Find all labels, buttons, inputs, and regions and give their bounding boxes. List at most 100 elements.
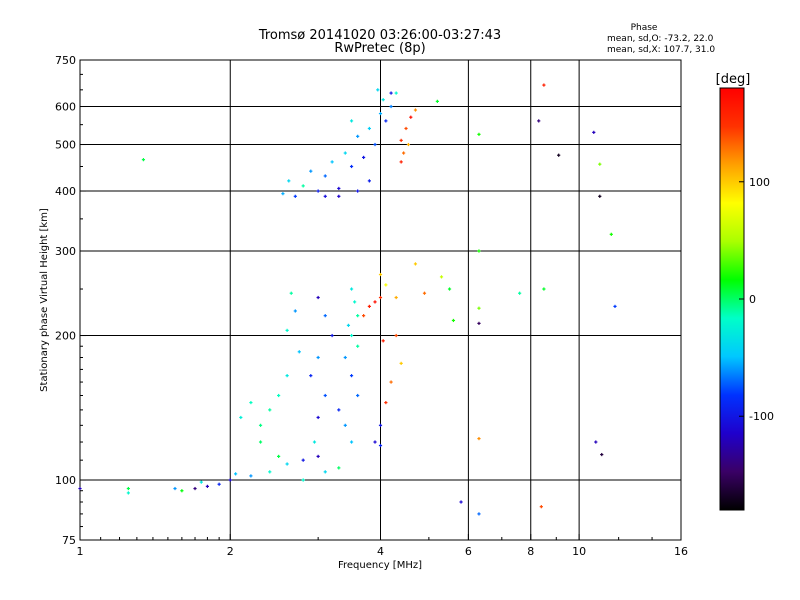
data-point bbox=[413, 262, 418, 266]
data-point bbox=[477, 321, 481, 325]
data-point bbox=[287, 179, 291, 183]
data-point bbox=[413, 108, 418, 112]
data-point bbox=[349, 333, 354, 338]
grid-lines bbox=[80, 60, 681, 540]
data-point bbox=[301, 478, 305, 482]
colorbar-tick-label: -100 bbox=[749, 410, 774, 423]
data-point bbox=[381, 98, 385, 102]
data-point bbox=[301, 458, 305, 462]
data-point bbox=[376, 88, 380, 92]
data-point bbox=[451, 318, 456, 323]
colorbar-tick-label: 100 bbox=[749, 176, 770, 189]
y-tick-label: 750 bbox=[55, 54, 76, 67]
data-point bbox=[337, 466, 341, 470]
data-point bbox=[309, 374, 313, 378]
y-tick-label: 300 bbox=[55, 245, 76, 258]
x-tick-label: 1 bbox=[77, 545, 84, 558]
data-point bbox=[598, 194, 602, 198]
data-point bbox=[384, 400, 388, 405]
data-point bbox=[477, 512, 481, 516]
data-point bbox=[477, 306, 481, 310]
data-point bbox=[406, 142, 411, 147]
x-tick-label: 8 bbox=[527, 545, 534, 558]
data-point bbox=[435, 99, 439, 103]
data-point bbox=[373, 300, 377, 304]
data-point bbox=[285, 462, 289, 466]
colorbar-label: [deg] bbox=[716, 72, 751, 87]
data-point bbox=[378, 295, 383, 300]
data-point bbox=[330, 333, 334, 338]
data-point bbox=[356, 393, 360, 398]
data-point bbox=[592, 130, 596, 134]
data-point bbox=[399, 138, 403, 142]
y-tick-label: 75 bbox=[62, 534, 76, 547]
data-point bbox=[381, 339, 385, 343]
data-point bbox=[459, 500, 463, 504]
data-point bbox=[316, 415, 320, 420]
data-point bbox=[343, 355, 347, 360]
data-point bbox=[346, 323, 351, 327]
data-point bbox=[285, 374, 289, 378]
data-point bbox=[367, 126, 371, 131]
data-point bbox=[404, 126, 408, 131]
data-point bbox=[378, 443, 383, 448]
data-point bbox=[126, 486, 130, 491]
data-point bbox=[422, 291, 427, 295]
scatter-points bbox=[78, 83, 617, 516]
data-point bbox=[277, 454, 281, 459]
data-point bbox=[378, 423, 383, 427]
data-point bbox=[378, 272, 383, 277]
data-point bbox=[384, 119, 388, 123]
data-point bbox=[312, 440, 317, 444]
data-point bbox=[337, 408, 341, 412]
data-point bbox=[337, 186, 341, 191]
data-point bbox=[537, 119, 541, 123]
x-tick-label: 16 bbox=[674, 545, 688, 558]
data-point bbox=[349, 374, 354, 378]
phase-box-line-x: mean, sd,X: 107.7, 31.0 bbox=[607, 45, 715, 55]
data-point bbox=[349, 440, 354, 444]
x-tick-labels: 1 2 4 6 8 10 16 bbox=[77, 545, 689, 558]
data-point bbox=[539, 505, 543, 509]
data-point bbox=[217, 482, 221, 486]
data-point bbox=[378, 111, 383, 116]
colorbar-ticks: 100 0 -100 bbox=[739, 176, 774, 423]
data-point bbox=[126, 491, 130, 495]
data-point bbox=[362, 155, 366, 160]
data-point bbox=[268, 470, 272, 474]
data-point bbox=[323, 470, 327, 474]
data-point bbox=[373, 440, 377, 444]
data-point bbox=[367, 304, 371, 309]
data-point bbox=[293, 194, 297, 198]
data-point bbox=[477, 436, 481, 441]
x-tick-label: 6 bbox=[465, 545, 472, 558]
data-point bbox=[249, 474, 253, 478]
data-point bbox=[518, 291, 522, 295]
data-point bbox=[289, 291, 293, 295]
data-point bbox=[477, 132, 481, 136]
x-tick-label: 10 bbox=[572, 545, 586, 558]
phase-box-line-o: mean, sd,O: -73.2, 22.0 bbox=[607, 34, 714, 44]
data-point bbox=[409, 115, 413, 119]
data-point bbox=[394, 333, 398, 338]
plot-area bbox=[78, 59, 682, 541]
data-point bbox=[349, 164, 354, 169]
data-point bbox=[343, 151, 347, 155]
data-point bbox=[384, 283, 388, 287]
chart-subtitle: RwPretec (8p) bbox=[334, 41, 425, 56]
x-axis-label: Frequency [MHz] bbox=[338, 560, 422, 571]
data-point bbox=[141, 158, 146, 162]
data-point bbox=[600, 452, 604, 457]
data-point bbox=[228, 478, 232, 482]
phase-box-title: Phase bbox=[631, 23, 658, 33]
data-point bbox=[389, 91, 393, 95]
data-point bbox=[285, 328, 289, 332]
data-point bbox=[316, 295, 320, 300]
y-tick-label: 400 bbox=[55, 185, 76, 198]
data-point bbox=[337, 194, 341, 198]
data-point bbox=[330, 160, 334, 164]
data-point bbox=[356, 314, 360, 318]
data-point bbox=[389, 104, 393, 109]
data-point bbox=[301, 184, 305, 188]
